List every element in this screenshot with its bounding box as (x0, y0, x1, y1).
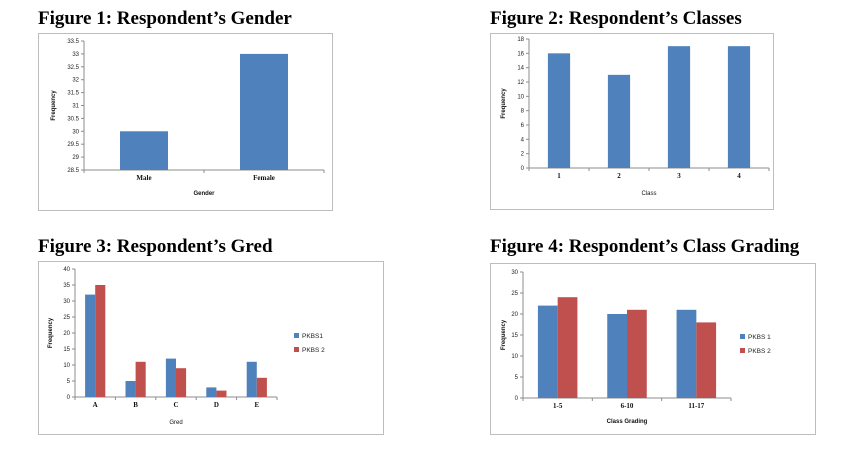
bar-1 (547, 53, 571, 168)
x-tick-label: E (254, 401, 259, 409)
x-axis-label: Class Grading (607, 419, 648, 425)
legend-swatch-2 (294, 347, 299, 352)
x-tick-label: A (93, 401, 98, 409)
y-tick-label: 20 (511, 312, 518, 318)
figure-2-title: Figure 2: Respondent’s Classes (490, 8, 742, 29)
y-tick-label: 30 (511, 270, 518, 276)
bar-s2-c (176, 368, 187, 397)
bar-s2-d (216, 390, 227, 397)
x-tick-label: Male (136, 174, 151, 182)
x-axis-label: Gred (169, 420, 182, 426)
y-tick-label: 14 (517, 66, 524, 72)
legend-swatch-2 (740, 348, 745, 353)
y-tick-label: 15 (63, 347, 70, 353)
y-tick-label: 20 (63, 331, 70, 337)
bar-s2-1-5 (557, 297, 578, 398)
y-tick-label: 30 (72, 129, 79, 135)
x-tick-label: 1-5 (553, 402, 563, 410)
y-tick-label: 28.5 (67, 168, 79, 174)
y-tick-label: 0 (521, 166, 525, 172)
bar-4 (727, 46, 751, 168)
y-tick-label: 6 (521, 123, 525, 129)
bar-s1-e (246, 361, 257, 397)
y-tick-label: 32.5 (67, 65, 79, 71)
x-tick-label: 4 (737, 172, 741, 180)
y-tick-label: 10 (517, 94, 524, 100)
y-axis-label: Frequency (51, 90, 57, 121)
figure-3-title: Figure 3: Respondent’s Gred (38, 236, 273, 257)
figure-4-title: Figure 4: Respondent’s Class Grading (490, 236, 800, 257)
bar-s2-e (256, 377, 267, 397)
y-axis-label: Frequency (501, 88, 507, 119)
x-axis-label: Gender (193, 191, 215, 197)
bar-s1-6-10 (607, 314, 627, 398)
y-tick-label: 33 (72, 52, 79, 58)
y-tick-label: 8 (521, 109, 525, 115)
legend-swatch-1 (740, 334, 745, 339)
x-axis-label: Class (641, 191, 656, 197)
x-tick-label: 3 (677, 172, 681, 180)
x-tick-label: 2 (617, 172, 621, 180)
chart-frame (38, 33, 333, 211)
y-tick-label: 4 (521, 137, 525, 143)
y-tick-label: 2 (521, 152, 525, 158)
bar-s1-a (85, 294, 96, 397)
y-axis-label: Frequency (501, 319, 507, 350)
bar-s2-11-17 (696, 322, 717, 398)
bar-3 (667, 46, 691, 168)
bar-s1-c (165, 358, 176, 397)
bar-s1-1-5 (537, 305, 558, 398)
y-tick-label: 10 (511, 354, 518, 360)
y-tick-label: 25 (511, 291, 518, 297)
figure-1-chart: 28.5 29 29.5 30 30.5 31 31.5 32 32.5 33 33.5 Male Fe… (38, 33, 333, 211)
x-tick-label: 6-10 (621, 402, 634, 410)
y-tick-label: 15 (511, 333, 518, 339)
x-tick-label: B (133, 401, 138, 409)
bar-s2-6-10 (627, 309, 647, 398)
y-tick-label: 35 (63, 283, 70, 289)
chart-frame (490, 33, 774, 210)
bar-s1-11-17 (676, 309, 697, 398)
y-tick-label: 25 (63, 315, 70, 321)
x-tick-label: 11-17 (688, 402, 704, 410)
legend-label-1: PKBS1 (302, 333, 323, 340)
y-tick-label: 31.5 (67, 91, 79, 97)
bar-s2-b (135, 361, 146, 397)
figure-4-chart: 0 5 10 15 20 25 30 1-5 6-10 11-17 Class Grading Fre… (490, 263, 816, 435)
y-tick-label: 31 (72, 104, 79, 110)
y-tick-label: 12 (517, 80, 524, 86)
y-tick-label: 40 (63, 267, 70, 273)
y-tick-label: 5 (515, 375, 519, 381)
y-tick-label: 29.5 (67, 142, 79, 148)
x-tick-label: C (173, 401, 178, 409)
figure-1-title: Figure 1: Respondent’s Gender (38, 8, 292, 29)
y-tick-label: 30.5 (67, 116, 79, 122)
y-tick-label: 33.5 (67, 39, 79, 45)
legend-label-1: PKBS 1 (748, 334, 771, 341)
legend-label-2: PKBS 2 (302, 347, 325, 354)
bar-s1-d (206, 387, 217, 397)
x-tick-label: Female (253, 174, 275, 182)
x-tick-label: 1 (557, 172, 561, 180)
legend-label-2: PKBS 2 (748, 348, 771, 355)
y-axis-label: Frequency (48, 317, 54, 348)
bar-male (120, 131, 168, 170)
y-tick-label: 18 (517, 37, 524, 43)
bar-s1-b (125, 381, 136, 397)
y-tick-label: 16 (517, 51, 524, 57)
y-tick-label: 29 (72, 155, 79, 161)
y-tick-label: 10 (63, 363, 70, 369)
y-tick-label: 0 (515, 396, 519, 402)
y-tick-label: 30 (63, 299, 70, 305)
figure-3-chart: 0 5 10 15 20 25 30 35 40 A B C D E Gred Frequency PKBS1 P… (38, 261, 384, 435)
y-tick-label: 32 (72, 78, 79, 84)
bar-female (240, 53, 288, 170)
legend-swatch-1 (294, 333, 299, 338)
bar-2 (607, 74, 631, 168)
x-tick-label: D (214, 401, 219, 409)
y-tick-label: 5 (67, 379, 71, 385)
y-tick-label: 0 (67, 395, 71, 401)
bar-s2-a (95, 285, 106, 397)
